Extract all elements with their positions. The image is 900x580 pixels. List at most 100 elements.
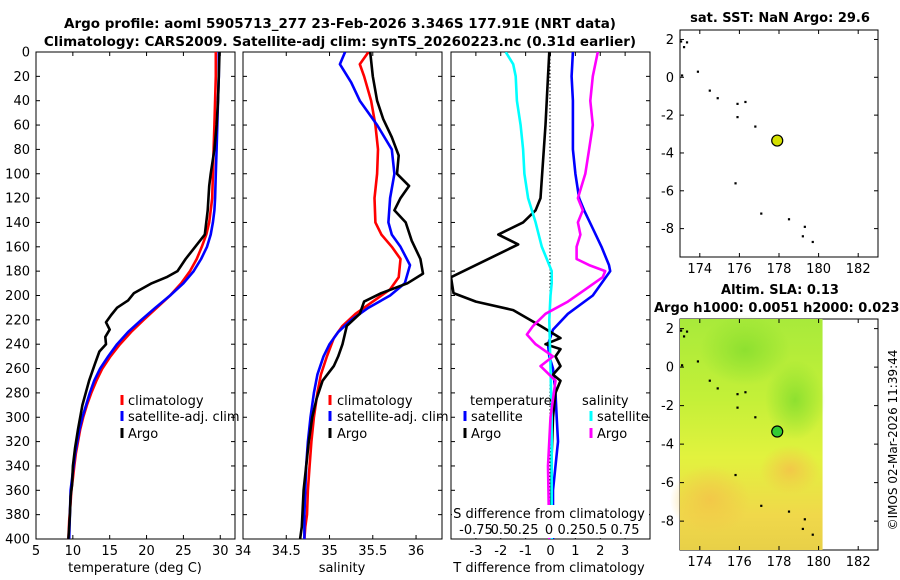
x-tick-label: 5 [32,544,40,559]
legend-label-argo: Argo [337,427,367,442]
map-y-tick-label: 0 [666,361,674,376]
island-marker [708,379,711,382]
x-tick-label: 0 [546,544,554,559]
map-x-tick-label: 174 [687,262,712,277]
map-x-tick-label: 182 [846,555,871,570]
island-marker [760,504,763,507]
map-x-tick-label: 174 [687,555,712,570]
figure-title-line2: Climatology: CARS2009. Satellite-adj cli… [44,34,636,50]
x-tick-label: -2 [494,544,507,559]
island-marker [734,473,737,477]
map-y-tick-label: 2 [666,322,674,337]
x-tick-label: 30 [212,544,229,559]
map-x-tick-label: 182 [846,262,871,277]
x-tick-label: 35.5 [358,544,387,559]
island-marker [736,393,739,396]
island-marker [803,225,806,228]
series-line-s-argo [525,52,607,539]
island-marker [744,100,747,104]
depth-tick-label: 220 [5,313,30,328]
depth-tick-label: 20 [13,70,30,85]
legend-label-climatology: climatology [337,394,413,409]
x-tick-label: 15 [101,544,118,559]
island-marker [754,416,757,419]
sst-map-panel: sat. SST: NaN Argo: 29.6 174 176 178 180 182… [661,11,879,277]
depth-tick-label: 0 [22,46,30,61]
map-x-tick-label: 180 [806,262,831,277]
island-marker [801,527,804,531]
depth-tick-label: 200 [5,289,30,304]
island-marker [716,387,719,390]
island-marker [736,102,739,105]
argo-float-marker [771,425,784,438]
map-y-tick-label: 0 [666,71,674,86]
island-marker [787,218,791,221]
x-tick-label: 25 [175,544,192,559]
salinity-xlabel: salinity [319,561,366,576]
depth-tick-label: 80 [13,143,30,158]
figure-title-line1: Argo profile: aoml 5905713_277 23-Feb-20… [64,16,616,32]
depth-tick-label: 300 [5,411,30,426]
x-tick-label: 34.5 [272,544,301,559]
series-line-t-satellite [546,52,612,539]
legend-label-climatology: climatology [128,394,204,409]
series-line-argo [298,52,425,539]
island-marker [811,240,814,244]
map-y-tick-label: -8 [661,222,674,237]
x-tick-label: -1 [519,544,532,559]
s-tick-label: 0.5 [491,523,512,538]
legend-label-satellite: satellite-adj. clim [337,410,449,425]
salinity-legend: climatology satellite-adj. clim Argo [328,394,449,442]
difference-panel: -3 -2 -1 0 1 2 3 S difference from climatology… [450,51,651,576]
map-y-tick-label: -8 [661,515,674,530]
depth-tick-label: 360 [5,484,30,499]
island-marker [682,46,686,49]
legend-label-t-argo: Argo [471,427,501,442]
map-x-tick-label: 178 [767,555,792,570]
map-y-tick-label: -4 [661,438,674,453]
island-marker [679,40,683,43]
legend-title-salinity: salinity [582,394,629,409]
sla-map-title-line1: Altim. SLA: 0.13 [721,283,839,298]
depth-tick-label: 40 [13,94,30,109]
x-tick-label: 20 [138,544,155,559]
sla-heatmap-field [670,315,825,550]
s-tick-label: 0 [545,523,553,538]
depth-tick-label: 160 [5,240,30,255]
x-tick-label: 35 [321,544,338,559]
island-marker [682,335,686,338]
x-tick-label: 34 [235,544,252,559]
series-line-s-satellite [504,52,554,539]
depth-tick-label: 260 [5,362,30,377]
depth-tick-label: 240 [5,338,30,353]
island-marker [696,70,700,73]
sst-map-title: sat. SST: NaN Argo: 29.6 [690,11,870,26]
depth-tick-label: 280 [5,386,30,401]
island-marker [680,74,684,77]
x-tick-label: 2 [596,544,604,559]
island-marker [754,125,757,128]
island-marker [801,235,804,238]
island-marker [787,510,791,513]
map-y-tick-label: -6 [661,184,674,199]
depth-tick-label: 60 [13,119,30,134]
series-line-argo [67,52,221,539]
island-marker [736,116,739,119]
island-marker [696,360,700,363]
s-tick-label: -0.75 [459,523,493,538]
t-difference-xlabel: T difference from climatology [452,561,645,576]
island-marker [736,406,739,409]
map-x-tick-label: 178 [767,262,792,277]
map-y-tick-label: -2 [661,399,674,414]
map-x-tick-label: 176 [727,555,752,570]
sla-map-title-line2: Argo h1000: 0.0051 h2000: 0.023 [654,301,899,316]
island-marker [708,89,711,92]
depth-tick-label: 140 [5,216,30,231]
island-marker [680,364,684,367]
island-marker [803,518,806,521]
imos-timestamp-watermark: ©IMOS 02-Mar-2026 11:39:44 [886,350,900,531]
island-marker [811,533,814,536]
legend-title-temperature: temperature [470,394,552,409]
temperature-panel: 5 10 15 20 25 3002040608010012014016018020022… [5,46,239,577]
